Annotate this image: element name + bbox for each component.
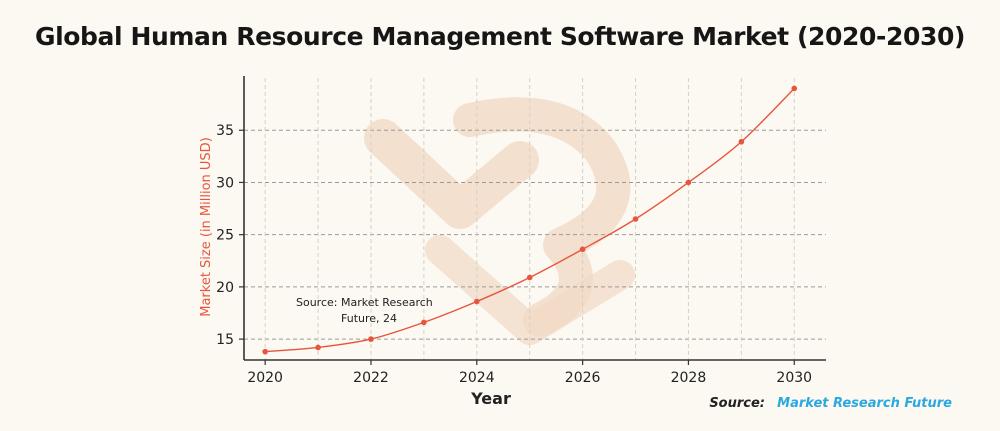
x-tick-label: 2030 bbox=[776, 370, 812, 386]
y-axis-label: Market Size (in Million USD) bbox=[199, 137, 214, 317]
y-tick-label: 35 bbox=[216, 123, 234, 139]
series-path bbox=[265, 87, 795, 353]
data-point-2028 bbox=[685, 179, 692, 186]
data-point-2025 bbox=[526, 274, 533, 281]
watermark-stroke-1 bbox=[364, 119, 539, 229]
source-footer: Source: Market Research Future bbox=[709, 396, 952, 411]
data-point-2026 bbox=[579, 246, 586, 253]
source-link[interactable]: Market Research Future bbox=[777, 396, 952, 411]
x-tick-label: 2020 bbox=[247, 370, 283, 386]
data-point-2021 bbox=[315, 344, 321, 351]
data-point-2029 bbox=[738, 138, 745, 145]
x-tick-label: 2026 bbox=[565, 370, 601, 386]
tick-labels: 15 20 25 30 35 2020 2022 2024 2026 2028 2030 bbox=[216, 123, 812, 386]
x-tick-label: 2022 bbox=[353, 370, 389, 386]
data-point-2023 bbox=[421, 319, 427, 326]
source-annotation-line1: Source: Market Research bbox=[296, 296, 433, 309]
watermark-stroke-2 bbox=[453, 97, 631, 337]
gridlines bbox=[244, 78, 826, 360]
source-label: Source: bbox=[709, 396, 765, 411]
data-point-2030 bbox=[791, 85, 798, 92]
y-tick-label: 30 bbox=[216, 175, 234, 191]
data-point-2024 bbox=[474, 298, 480, 305]
data-point-2020 bbox=[262, 348, 268, 355]
x-tick-label: 2028 bbox=[671, 370, 707, 386]
chart-title: Global Human Resource Management Softwar… bbox=[34, 22, 966, 51]
data-point-2027 bbox=[632, 216, 639, 222]
data-point-2022 bbox=[368, 336, 374, 342]
y-tick-label: 20 bbox=[216, 280, 234, 296]
y-tick-label: 15 bbox=[216, 332, 234, 348]
source-annotation-line2: Future, 24 bbox=[341, 312, 397, 325]
x-axis-label: Year bbox=[470, 389, 511, 408]
axes bbox=[243, 76, 826, 361]
y-tick-label: 25 bbox=[216, 228, 234, 244]
series-line bbox=[262, 85, 798, 355]
x-tick-label: 2024 bbox=[459, 370, 495, 386]
